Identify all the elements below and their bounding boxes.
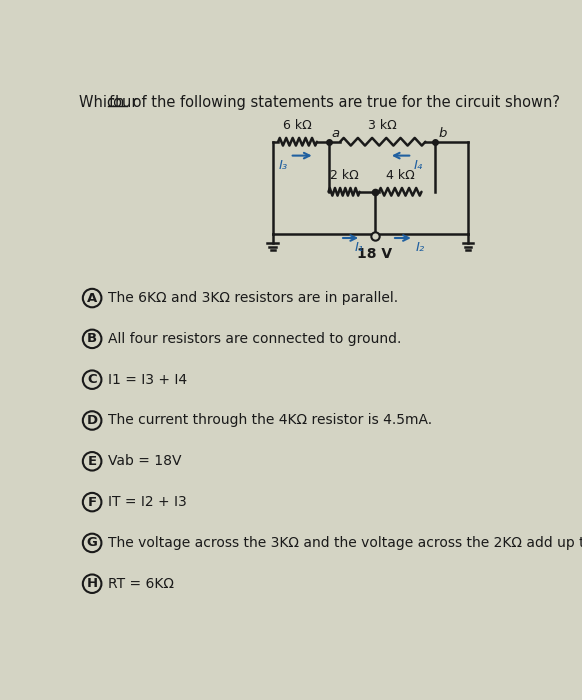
Text: 4 kΩ: 4 kΩ <box>386 169 414 182</box>
Text: I₃: I₃ <box>279 159 288 172</box>
Text: 2 kΩ: 2 kΩ <box>329 169 359 182</box>
Text: The voltage across the 3KΩ and the voltage across the 2KΩ add up to 18V.: The voltage across the 3KΩ and the volta… <box>108 536 582 550</box>
Text: The current through the 4KΩ resistor is 4.5mA.: The current through the 4KΩ resistor is … <box>108 414 432 428</box>
Text: E: E <box>87 455 97 468</box>
Text: H: H <box>87 578 98 590</box>
Text: four: four <box>108 94 138 110</box>
Text: of the following statements are true for the circuit shown?: of the following statements are true for… <box>128 94 560 110</box>
Text: 18 V: 18 V <box>357 247 393 261</box>
Text: RT = 6KΩ: RT = 6KΩ <box>108 577 173 591</box>
Text: 3 kΩ: 3 kΩ <box>368 119 397 132</box>
Text: a: a <box>332 127 340 140</box>
Text: C: C <box>87 373 97 386</box>
Text: I1 = I3 + I4: I1 = I3 + I4 <box>108 372 187 386</box>
Text: I₂: I₂ <box>416 241 424 254</box>
Text: A: A <box>87 292 97 304</box>
Text: I₁: I₁ <box>355 241 364 254</box>
Text: I₄: I₄ <box>414 159 423 172</box>
Text: b: b <box>439 127 447 140</box>
Text: G: G <box>87 536 98 550</box>
Text: F: F <box>87 496 97 509</box>
Text: B: B <box>87 332 97 345</box>
Text: D: D <box>87 414 98 427</box>
Text: IT = I2 + I3: IT = I2 + I3 <box>108 495 186 509</box>
Text: Vab = 18V: Vab = 18V <box>108 454 181 468</box>
Text: 6 kΩ: 6 kΩ <box>283 119 312 132</box>
Text: All four resistors are connected to ground.: All four resistors are connected to grou… <box>108 332 401 346</box>
Text: The 6KΩ and 3KΩ resistors are in parallel.: The 6KΩ and 3KΩ resistors are in paralle… <box>108 291 398 305</box>
Text: Which: Which <box>79 94 129 110</box>
